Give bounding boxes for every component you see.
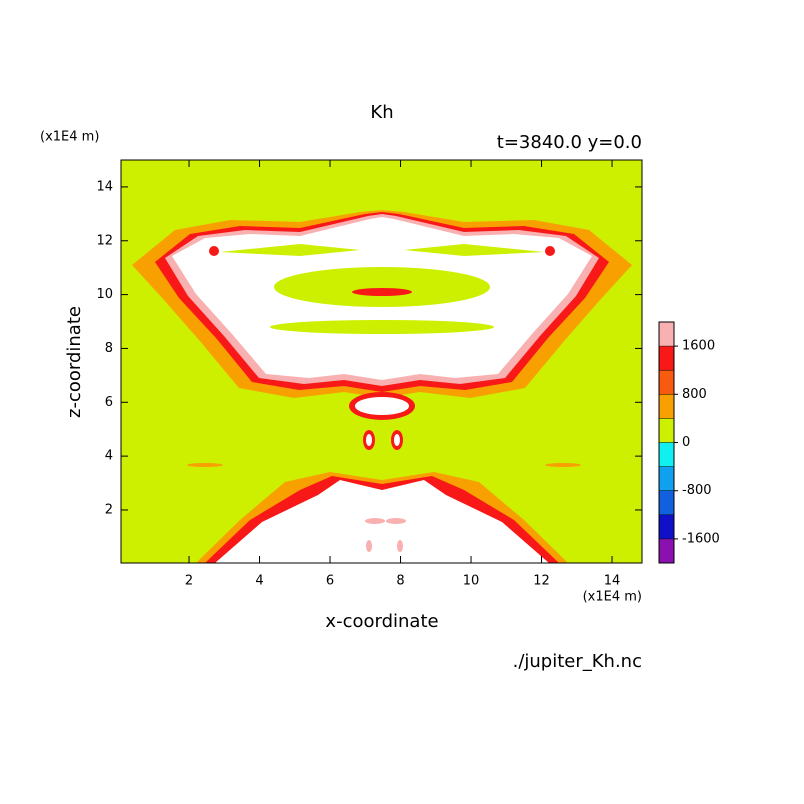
- contour-region: [220, 244, 544, 256]
- contour-region: [209, 246, 219, 256]
- contour-region: [355, 397, 409, 415]
- colorbar-label: 1600: [682, 339, 715, 354]
- colorbar-box: [659, 514, 674, 539]
- chart-subtitle: t=3840.0 y=0.0: [497, 132, 642, 153]
- x-tick-label: 12: [533, 574, 550, 589]
- y-tick-label: 2: [105, 502, 113, 517]
- colorbar-box: [659, 442, 674, 467]
- x-tick-label: 8: [396, 574, 404, 589]
- colorbar-box: [659, 538, 674, 563]
- source-file: ./jupiter_Kh.nc: [513, 651, 642, 672]
- plot-frame: [120, 159, 643, 564]
- colorbar-box: [659, 394, 674, 419]
- x-tick-label: 4: [255, 574, 263, 589]
- contour-field: [121, 160, 642, 563]
- y-unit: (x1E4 m): [40, 130, 99, 145]
- x-axis-label: x-coordinate: [325, 611, 438, 632]
- y-tick-label: 14: [96, 179, 113, 194]
- contour-region: [352, 288, 412, 296]
- contour-region: [545, 246, 555, 256]
- colorbar-box: [659, 418, 674, 443]
- contour-region: [386, 518, 406, 524]
- colorbar-label: -1600: [682, 531, 720, 546]
- colorbar-label: -800: [682, 483, 712, 498]
- contour-region: [394, 434, 400, 446]
- colorbar-box: [659, 322, 674, 347]
- colorbar-box: [659, 490, 674, 515]
- contour-region: [274, 267, 490, 307]
- contour-region: [270, 320, 494, 334]
- contour-region: [545, 463, 581, 467]
- colorbar-box: [659, 346, 674, 371]
- colorbar-box: [659, 370, 674, 395]
- contour-region: [366, 434, 372, 446]
- y-tick-label: 10: [96, 287, 113, 302]
- colorbar-box: [659, 466, 674, 491]
- x-tick-label: 2: [185, 574, 193, 589]
- y-tick-label: 12: [96, 233, 113, 248]
- contour-region: [366, 540, 372, 552]
- colorbar-label: 800: [682, 387, 707, 402]
- x-tick-label: 10: [463, 574, 480, 589]
- y-tick-label: 6: [105, 395, 113, 410]
- chart-title: Kh: [370, 102, 393, 123]
- x-tick-label: 6: [326, 574, 334, 589]
- colorbar-label: 0: [682, 435, 690, 450]
- x-tick-label: 14: [604, 574, 621, 589]
- y-axis-label: z-coordinate: [64, 306, 85, 418]
- contour-region: [397, 540, 403, 552]
- y-tick-label: 8: [105, 341, 113, 356]
- contour-region: [365, 518, 385, 524]
- x-unit: (x1E4 m): [583, 590, 642, 605]
- y-tick-label: 4: [105, 449, 113, 464]
- contour-region: [187, 463, 223, 467]
